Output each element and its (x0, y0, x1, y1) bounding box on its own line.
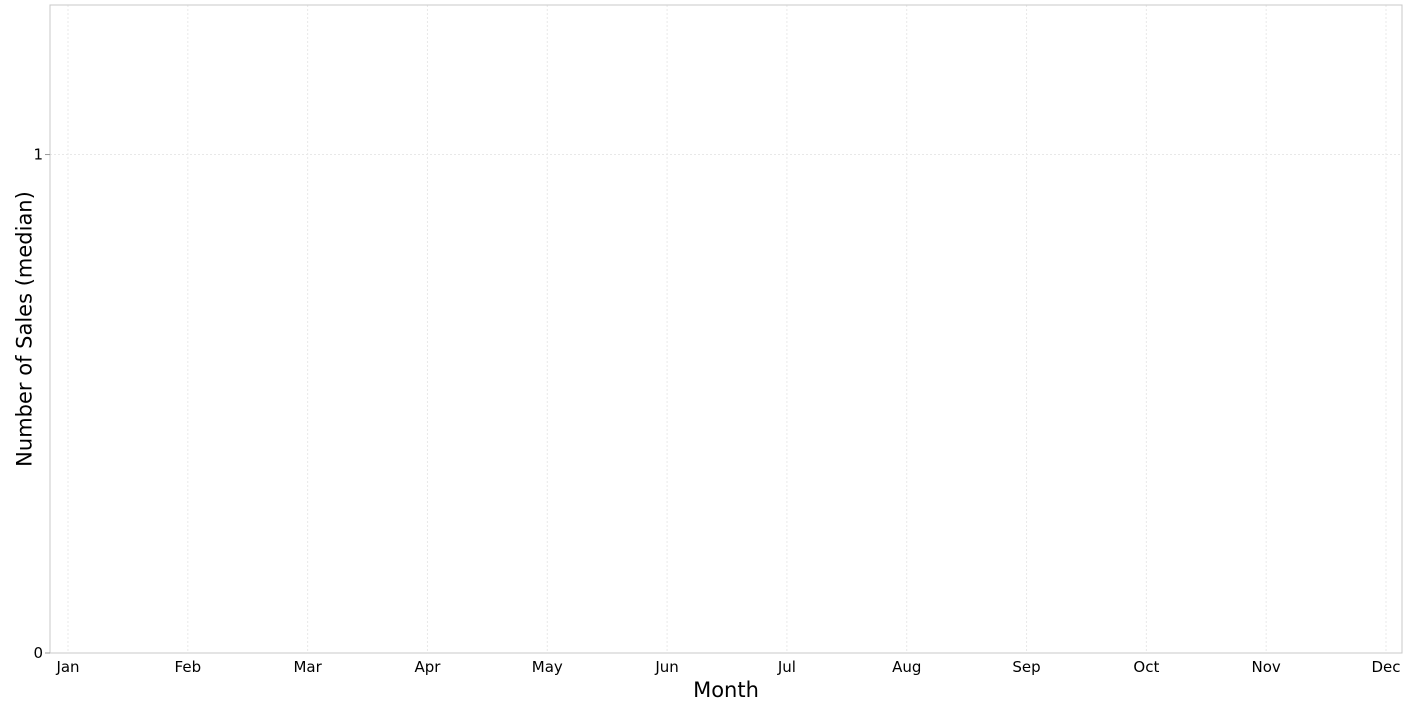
x-tick-label: May (532, 658, 563, 676)
y-axis-title: Number of Sales (median) (12, 191, 36, 467)
y-axis-ticks: 01 (33, 146, 50, 662)
x-tick-label: Dec (1371, 658, 1400, 676)
x-tick-label: Jun (654, 658, 678, 676)
y-tick-label: 0 (33, 644, 43, 662)
x-tick-label: Oct (1133, 658, 1159, 676)
x-tick-label: Apr (414, 658, 441, 676)
plot-area (49, 4, 1403, 654)
x-tick-label: Sep (1012, 658, 1040, 676)
grid-lines (50, 5, 1402, 653)
y-tick-label: 1 (33, 146, 43, 164)
x-tick-label: Jul (777, 658, 796, 676)
x-tick-label: Nov (1252, 658, 1281, 676)
x-tick-label: Aug (892, 658, 921, 676)
x-tick-label: Mar (293, 658, 322, 676)
x-axis-title: Month (693, 678, 759, 702)
x-tick-label: Jan (55, 658, 79, 676)
x-axis-ticks: Jan Feb Mar Apr May Jun Jul Aug Sep Oct Nov Dec (55, 658, 1400, 676)
x-tick-label: Feb (175, 658, 202, 676)
